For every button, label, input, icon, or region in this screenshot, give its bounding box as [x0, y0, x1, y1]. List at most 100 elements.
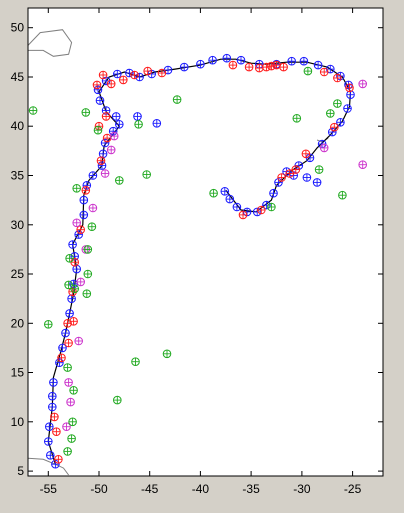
blue-point-33 — [135, 72, 144, 82]
red-point-10 — [102, 133, 112, 143]
y-tick-label-1: 10 — [11, 415, 25, 429]
magenta-point-1 — [66, 397, 75, 407]
red-point-25 — [319, 67, 329, 77]
axes-background — [28, 8, 383, 476]
magenta-point-7 — [88, 203, 98, 213]
blue-point-36 — [179, 62, 189, 72]
y-tick-label-3: 20 — [11, 316, 25, 330]
x-axis: -55 -50 -45 -40 -35 -30 -25 — [40, 8, 362, 496]
x-tick-label-6: -25 — [344, 482, 362, 496]
red-point-29 — [301, 149, 311, 159]
blue-point-31 — [113, 69, 122, 79]
blue-point-68 — [133, 112, 142, 121]
green-point-22 — [134, 120, 143, 129]
green-point-21 — [142, 170, 151, 179]
red-point-28 — [330, 122, 339, 132]
red-point-0 — [54, 455, 63, 464]
red-point-31 — [277, 173, 286, 182]
blue-point-52 — [328, 127, 337, 137]
blue-point-17 — [79, 210, 89, 220]
blue-point-28 — [95, 96, 105, 105]
blue-point-11 — [67, 294, 76, 304]
magenta-point-0 — [62, 422, 71, 432]
y-tick-label-5: 30 — [11, 218, 25, 232]
blue-point-38 — [208, 55, 217, 65]
blue-point-66 — [302, 173, 312, 182]
red-point-21 — [262, 62, 271, 72]
green-point-13 — [69, 386, 78, 395]
blue-point-15 — [68, 240, 77, 249]
y-tick-label-4: 25 — [11, 267, 25, 281]
blue-point-5 — [48, 391, 57, 401]
green-point-18 — [131, 357, 140, 367]
green-point-16 — [67, 434, 76, 443]
green-point-19 — [162, 349, 172, 359]
blue-point-18 — [79, 195, 89, 205]
blue-point-3 — [45, 422, 54, 432]
green-point-27 — [303, 66, 313, 76]
x-tick-label-1: -50 — [90, 482, 108, 496]
red-point-12 — [98, 70, 108, 80]
magenta-point-9 — [106, 145, 116, 155]
green-point-9 — [65, 253, 74, 263]
blue-point-40 — [236, 55, 246, 65]
red-point-22 — [267, 61, 276, 71]
blue-point-37 — [196, 59, 205, 69]
red-point-37 — [69, 317, 78, 326]
red-point-17 — [157, 68, 167, 78]
magenta-point-6 — [72, 218, 81, 228]
blue-point-65 — [312, 178, 322, 187]
red-point-1 — [52, 427, 61, 437]
red-point-7 — [76, 225, 85, 234]
blue-point-6 — [49, 378, 58, 387]
blue-point-24 — [108, 126, 118, 136]
magenta-point-4 — [76, 277, 85, 287]
green-point-0 — [28, 106, 38, 115]
blue-point-26 — [111, 112, 121, 121]
green-point-31 — [338, 190, 347, 200]
green-point-11 — [87, 222, 97, 231]
green-point-6 — [70, 284, 79, 294]
red-point-15 — [130, 70, 139, 80]
red-point-9 — [96, 156, 106, 165]
red-point-26 — [333, 73, 342, 83]
red-point-6 — [70, 257, 79, 267]
blue-point-39 — [222, 53, 232, 63]
magenta-point-8 — [100, 169, 110, 178]
red-point-18 — [228, 60, 238, 70]
magenta-point-11 — [358, 79, 368, 89]
green-point-26 — [292, 114, 302, 123]
x-tick-label-2: -45 — [141, 482, 159, 496]
green-point-8 — [82, 289, 92, 299]
blue-point-59 — [262, 200, 271, 210]
red-point-14 — [119, 75, 128, 85]
red-point-32 — [291, 165, 301, 174]
y-tick-label-9: 50 — [11, 21, 25, 35]
magenta-point-10 — [109, 131, 119, 141]
blue-point-43 — [287, 56, 297, 66]
blue-point-16 — [74, 230, 83, 239]
y-tick-label-8: 45 — [11, 70, 25, 84]
green-point-30 — [333, 99, 342, 108]
magenta-point-3 — [74, 336, 83, 346]
data-points-layer — [28, 53, 368, 469]
blue-point-21 — [97, 161, 107, 170]
blue-point-49 — [346, 90, 355, 99]
red-point-19 — [244, 62, 254, 72]
blue-point-10 — [65, 309, 74, 318]
axes-frame — [27, 7, 384, 477]
blue-point-29 — [93, 85, 103, 95]
blue-point-20 — [88, 171, 98, 180]
red-point-20 — [254, 63, 264, 73]
red-point-24 — [279, 62, 288, 72]
red-point-13 — [106, 79, 116, 89]
green-point-25 — [267, 202, 276, 212]
green-point-15 — [63, 447, 72, 456]
green-point-2 — [115, 176, 124, 185]
green-point-3 — [93, 125, 103, 135]
green-point-28 — [314, 165, 324, 174]
blue-point-44 — [299, 56, 309, 66]
x-tick-label-0: -55 — [40, 482, 58, 496]
